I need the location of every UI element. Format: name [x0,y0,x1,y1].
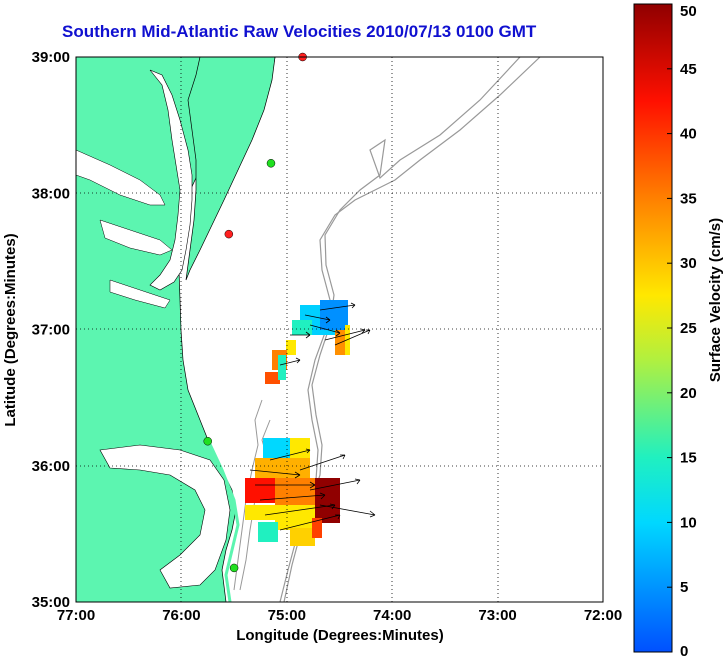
velocity-vectors [249,302,376,531]
outer-banks [206,439,240,602]
y-axis-label: Latitude (Degrees:Minutes) [2,233,19,426]
colorbar-tick-label: 0 [680,643,688,659]
y-tick-label: 35:00 [32,594,70,611]
colorbar-label: Surface Velocity (cm/s) [707,218,724,382]
radar-site-marker [203,436,212,446]
bay-tributary [109,279,171,309]
velocity-field-south [245,438,340,546]
colorbar-tick-label: 40 [680,126,697,143]
grid [76,57,603,602]
x-tick-label: 75:00 [268,607,306,624]
colorbar-tick-label: 25 [680,320,697,337]
colorbar-tick-label: 5 [680,579,688,596]
radar-site-marker [229,563,239,573]
y-tick-label: 39:00 [32,49,70,66]
colorbar-tick-label: 20 [680,385,697,402]
colorbar-tick-label: 35 [680,190,697,207]
x-tick-label: 73:00 [478,607,516,624]
map-title: Southern Mid-Atlantic Raw Velocities 201… [62,22,537,41]
radar-site-marker [266,159,276,168]
y-tick-label: 37:00 [32,322,70,339]
colorbar-tick-label: 45 [680,61,697,78]
chesapeake-bay [149,69,193,291]
pamlico-sound [99,444,231,589]
x-tick-label: 77:00 [57,607,95,624]
colorbar-tick-label: 50 [680,3,697,20]
x-tick-label: 72:00 [584,607,622,624]
colorbar [633,3,673,653]
radar-site-marker [224,229,234,239]
colorbar-tick-label: 10 [680,514,697,531]
x-axis-label: Longitude (Degrees:Minutes) [236,627,444,644]
land-delmarva [185,57,276,281]
colorbar-tick-label: 15 [680,450,697,467]
radar-sites [203,52,307,573]
y-tick-label: 38:00 [32,185,70,202]
colorbar-tick-label: 30 [680,255,697,272]
bay-tributary [99,219,173,256]
y-tick-label: 36:00 [32,458,70,475]
x-tick-label: 76:00 [162,607,200,624]
velocity-field-north [265,300,350,384]
bay-tributary [76,149,166,206]
x-tick-label: 74:00 [373,607,411,624]
